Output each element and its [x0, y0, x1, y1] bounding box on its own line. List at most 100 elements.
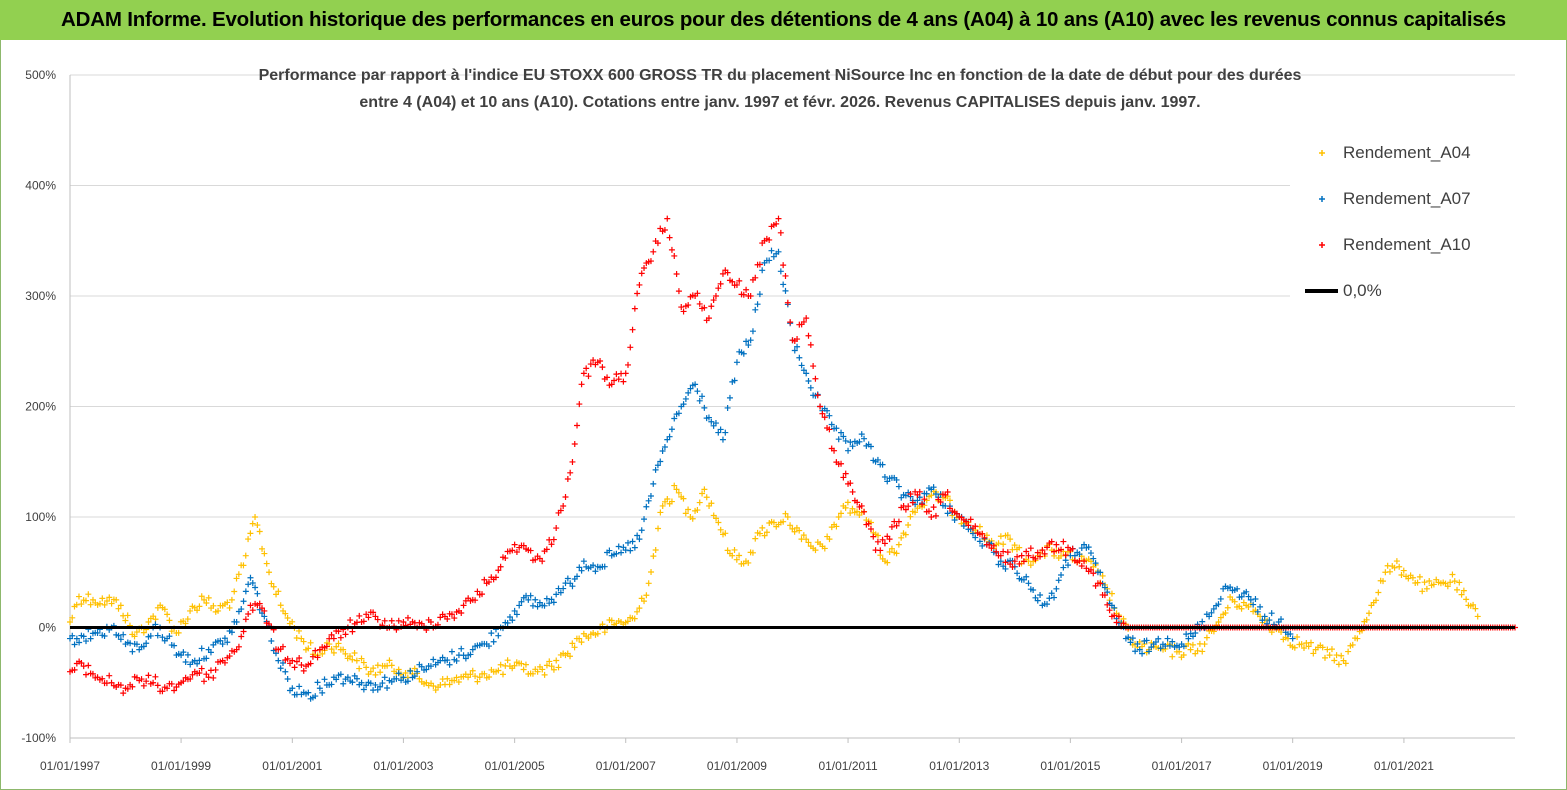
data-point-fill	[245, 581, 252, 588]
data-point-fill	[1470, 601, 1477, 608]
data-point	[1187, 646, 1194, 653]
data-point-fill	[854, 499, 861, 506]
data-point-fill	[1310, 650, 1317, 657]
data-point-fill	[611, 377, 618, 384]
data-point-fill	[522, 661, 529, 668]
x-tick-label: 01/01/2001	[262, 759, 322, 773]
data-point-fill	[1048, 538, 1055, 545]
data-point-fill	[210, 602, 217, 609]
x-tick-label: 01/01/2009	[707, 759, 767, 773]
data-point-fill	[479, 591, 486, 598]
data-point-fill	[884, 478, 891, 485]
data-point-fill	[196, 603, 203, 610]
data-point-fill	[69, 632, 76, 639]
data-point-fill	[993, 548, 1000, 555]
data-point-fill	[659, 447, 666, 454]
data-point-fill	[122, 617, 129, 624]
data-point-fill	[675, 410, 682, 417]
data-point	[427, 663, 434, 670]
data-point-fill	[256, 600, 263, 607]
data-point-fill	[143, 640, 150, 647]
data-point-fill	[472, 597, 479, 604]
data-point-fill	[1180, 651, 1187, 658]
data-point-fill	[1208, 609, 1215, 616]
data-point	[275, 657, 282, 664]
data-point-fill	[729, 278, 736, 285]
data-point-fill	[309, 653, 316, 660]
data-point-fill	[840, 433, 847, 440]
data-point-fill	[323, 643, 330, 650]
y-tick-label: -100%	[21, 731, 56, 745]
data-point-fill	[328, 646, 335, 653]
data-point-fill	[650, 553, 657, 560]
data-point-fill	[446, 681, 453, 688]
legend-label: Rendement_A04	[1343, 143, 1471, 162]
data-point-fill	[800, 318, 807, 325]
data-point	[1201, 641, 1208, 648]
data-point	[650, 248, 657, 255]
data-point-fill	[826, 426, 833, 433]
data-point	[228, 596, 235, 603]
data-point-fill	[981, 534, 988, 541]
data-point-fill	[235, 643, 242, 650]
data-point-fill	[1291, 644, 1298, 651]
data-point-fill	[1194, 647, 1201, 654]
chart-area: -100% 0% 100% 200% 300% 400% 500% 01/01/1997 01/…	[21, 67, 1518, 773]
data-point-fill	[717, 426, 724, 433]
data-point-fill	[1458, 591, 1465, 598]
data-point-fill	[661, 227, 668, 234]
data-point	[261, 613, 268, 620]
data-point-fill	[87, 601, 94, 608]
data-point-fill	[356, 665, 363, 672]
data-point-fill	[1447, 579, 1454, 586]
data-point-fill	[228, 629, 235, 636]
data-point	[928, 514, 935, 520]
data-point-fill	[641, 598, 648, 605]
data-point-fill	[1199, 648, 1206, 655]
data-point-fill	[574, 422, 581, 429]
data-point-fill	[277, 665, 284, 672]
data-point-fill	[446, 661, 453, 668]
data-point-fill	[502, 555, 509, 562]
data-point	[831, 447, 838, 454]
series-rendement-a04	[67, 482, 1481, 694]
data-point-fill	[532, 556, 539, 563]
data-point	[414, 668, 421, 675]
data-point	[854, 508, 861, 515]
data-point-fill	[312, 647, 319, 654]
data-point-fill	[451, 615, 458, 622]
data-point-fill	[541, 671, 548, 678]
data-point-fill	[284, 676, 291, 683]
data-point-fill	[1058, 571, 1065, 578]
data-point-fill	[99, 675, 106, 682]
data-point-fill	[636, 605, 643, 612]
data-point	[1039, 547, 1046, 554]
data-point-fill	[1231, 598, 1238, 605]
data-point	[400, 618, 407, 625]
data-point-fill	[472, 673, 479, 680]
data-point-fill	[367, 680, 374, 687]
data-point	[826, 536, 833, 543]
data-point-fill	[101, 633, 108, 640]
data-point-fill	[696, 499, 703, 506]
data-point-fill	[557, 589, 564, 596]
data-point-fill	[1090, 555, 1097, 562]
data-point-fill	[1065, 562, 1072, 569]
data-point-fill	[560, 502, 567, 509]
data-point	[289, 657, 296, 664]
data-point-fill	[923, 490, 930, 497]
data-point-fill	[759, 267, 766, 274]
data-point	[511, 541, 518, 548]
data-point-fill	[444, 675, 451, 682]
data-point-fill	[201, 678, 208, 685]
data-point-fill	[590, 357, 597, 364]
data-point-fill	[543, 662, 550, 669]
data-point	[539, 558, 546, 565]
data-point-fill	[349, 628, 356, 635]
data-point-fill	[534, 603, 541, 610]
axes: -100% 0% 100% 200% 300% 400% 500% 01/01/1997 01/…	[21, 68, 1515, 773]
data-point-fill	[360, 659, 367, 666]
data-point-fill	[1087, 550, 1094, 557]
data-point-fill	[641, 265, 648, 272]
data-point-fill	[1106, 607, 1113, 614]
